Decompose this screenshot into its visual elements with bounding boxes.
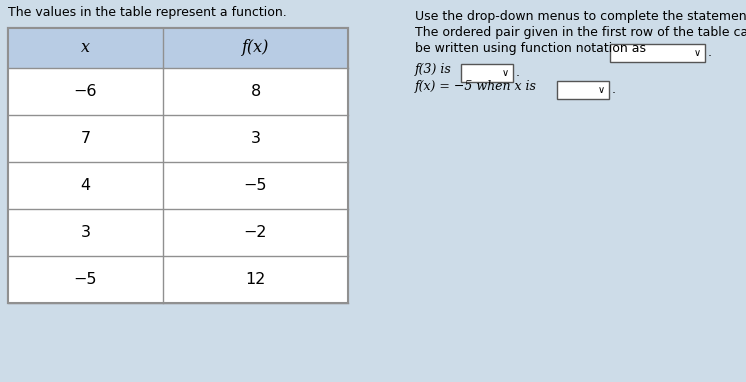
Bar [8, 256, 163, 303]
Text: ∨: ∨ [501, 68, 509, 78]
Bar [163, 162, 348, 209]
Bar [8, 162, 163, 209]
Bar [8, 28, 348, 303]
Text: Use the drop-down menus to complete the statements.: Use the drop-down menus to complete the … [415, 10, 746, 23]
Text: −5: −5 [244, 178, 267, 193]
Bar [8, 28, 163, 68]
Text: f(x) = −5 when x is: f(x) = −5 when x is [415, 80, 537, 94]
Bar [163, 209, 348, 256]
Text: ∨: ∨ [598, 86, 604, 96]
Text: .: . [612, 83, 616, 96]
Bar [8, 209, 163, 256]
Text: 8: 8 [251, 84, 260, 99]
Text: 12: 12 [245, 272, 266, 287]
Bar [8, 28, 348, 303]
Bar [163, 115, 348, 162]
Text: .: . [708, 46, 712, 59]
Bar [163, 256, 348, 303]
Text: 7: 7 [81, 131, 90, 146]
Text: x: x [81, 39, 90, 57]
Text: The values in the table represent a function.: The values in the table represent a func… [8, 6, 286, 19]
Text: 3: 3 [251, 131, 260, 146]
Bar [8, 68, 163, 115]
Text: be written using function notation as: be written using function notation as [415, 42, 646, 55]
Text: .: . [516, 66, 520, 79]
Text: −5: −5 [74, 272, 97, 287]
Bar [461, 64, 513, 82]
Bar [610, 44, 705, 62]
Text: f(3) is: f(3) is [415, 63, 452, 76]
Bar [163, 68, 348, 115]
Text: f(x): f(x) [242, 39, 269, 57]
Text: ∨: ∨ [694, 48, 700, 58]
Bar [557, 81, 609, 99]
Text: −6: −6 [74, 84, 97, 99]
Bar [8, 115, 163, 162]
Bar [163, 28, 348, 68]
Text: 3: 3 [81, 225, 90, 240]
Text: The ordered pair given in the first row of the table can: The ordered pair given in the first row … [415, 26, 746, 39]
Text: 4: 4 [81, 178, 90, 193]
Text: −2: −2 [244, 225, 267, 240]
